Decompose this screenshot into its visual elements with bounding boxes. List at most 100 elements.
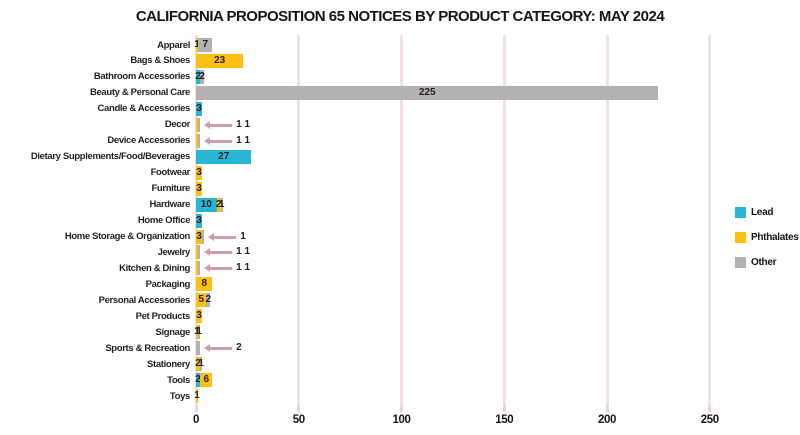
chart-title: CALIFORNIA PROPOSITION 65 NOTICES BY PRO…: [135, 8, 665, 25]
bar-segment: [196, 373, 201, 388]
bar-segment: [202, 229, 205, 244]
bar-segment: [196, 69, 201, 84]
category-label: Jewelry: [157, 246, 191, 258]
bar-value-label: 6: [203, 374, 210, 386]
axis-tick-label: 100: [392, 414, 411, 426]
gridline: [605, 35, 609, 405]
bar-value-label: 23: [214, 54, 226, 66]
gridline: [502, 35, 506, 405]
callout-arrowhead: [204, 136, 211, 145]
bar-value-label: 3: [196, 102, 202, 114]
bar-value-label: 1: [194, 390, 200, 402]
category-label: Candle & Accessories: [97, 103, 191, 115]
callout-arrowhead: [208, 232, 215, 241]
category-label: Signage: [155, 326, 190, 338]
bar-value-label: 27: [218, 150, 230, 162]
callout-value-label: 2: [236, 342, 242, 354]
category-label: Bags & Shoes: [130, 55, 190, 67]
bar-value-label: 3: [196, 230, 202, 242]
category-label: Home Office: [137, 215, 190, 227]
category-label: Device Accessories: [107, 135, 190, 147]
category-label: Dietary Supplements/Food/Beverages: [30, 151, 191, 163]
bar-segment: [216, 197, 221, 212]
bar-value-label: 2: [195, 358, 201, 370]
bar-segment: [196, 261, 199, 276]
bar-segment: [220, 197, 223, 212]
category-label: Stationery: [147, 358, 190, 370]
bar-segment: [196, 38, 199, 52]
callout-arrowhead: [204, 344, 211, 353]
bar-segment: [196, 325, 199, 340]
axis-tick: [605, 405, 609, 412]
legend-swatch-icon: [735, 207, 746, 218]
axis-tick: [502, 405, 506, 412]
bar-value-label: 1: [198, 358, 204, 370]
bar-segment: [196, 213, 203, 228]
bar-value-label: 7: [202, 39, 209, 50]
callout-value-label: 1 1: [236, 134, 251, 146]
callout-arrowhead: [204, 264, 211, 273]
legend-label: Other: [751, 257, 777, 268]
callout-arrow-line: [210, 123, 233, 127]
callout-arrow-line: [210, 267, 233, 271]
bar-segment: [196, 245, 199, 260]
bar-value-label: 10: [200, 198, 212, 210]
bar-segment: [200, 373, 213, 388]
category-label: Apparel: [157, 39, 190, 51]
bar-segment: [196, 341, 201, 356]
axis-tick-label: 50: [292, 414, 305, 426]
bar-segment: [196, 197, 217, 212]
bar-value-label: 3: [196, 214, 202, 226]
bar-segment: [198, 117, 201, 132]
category-label: Hardware: [149, 199, 191, 211]
bar-segment: [196, 389, 199, 404]
bar-segment: [196, 53, 244, 68]
category-label: Toys: [169, 390, 190, 402]
bar-value-label: 2: [199, 70, 205, 82]
bar-segment: [196, 149, 252, 164]
bar-segment: [198, 245, 201, 260]
bar-segment: [198, 325, 201, 340]
legend-swatch-icon: [735, 257, 746, 268]
bar-segment: [196, 309, 203, 324]
bar-value-label: 2: [195, 70, 201, 82]
legend-label: Lead: [751, 207, 774, 218]
legend-item-lead: Lead: [735, 207, 773, 218]
bar-segment: [196, 133, 199, 148]
bar-value-label: 8: [201, 278, 207, 290]
bar-segment: [196, 357, 201, 372]
bar-value-label: 5: [198, 294, 204, 306]
category-label: Pet Products: [135, 310, 191, 322]
bar-segment: [198, 261, 201, 276]
axis-tick-label: 0: [193, 414, 199, 426]
bar-value-label: 2: [195, 374, 201, 386]
bar-value-label: 3: [196, 182, 202, 194]
callout-arrow-line: [214, 235, 237, 239]
category-label: Kitchen & Dining: [119, 262, 190, 274]
callout-value-label: 1 1: [236, 246, 251, 258]
category-label: Packaging: [145, 278, 191, 290]
bar-segment: [196, 181, 203, 196]
bar-segment: [196, 101, 203, 116]
category-label: Furniture: [151, 183, 190, 195]
callout-value-label: 1 1: [236, 262, 251, 274]
callout-value-label: 1 1: [236, 118, 251, 130]
axis-tick-label: 150: [495, 414, 514, 426]
bar-segment: [200, 357, 203, 372]
axis-tick: [400, 405, 403, 412]
bar-value-label: 1: [218, 198, 225, 210]
callout-arrow-line: [210, 347, 233, 351]
bar-segment: [196, 293, 207, 308]
bar-segment: [196, 165, 203, 180]
axis-tick-label: 200: [598, 414, 616, 426]
bar-segment: [196, 277, 213, 292]
gridline: [297, 35, 301, 405]
bar-segment: [196, 229, 203, 244]
axis-tick: [194, 405, 198, 412]
category-label: Sports & Recreation: [105, 342, 190, 354]
legend-item-phthalates: Phthalates: [735, 232, 799, 243]
bar-value-label: 1: [196, 326, 202, 338]
callout-arrow-line: [210, 251, 233, 255]
category-label: Footwear: [150, 167, 191, 179]
